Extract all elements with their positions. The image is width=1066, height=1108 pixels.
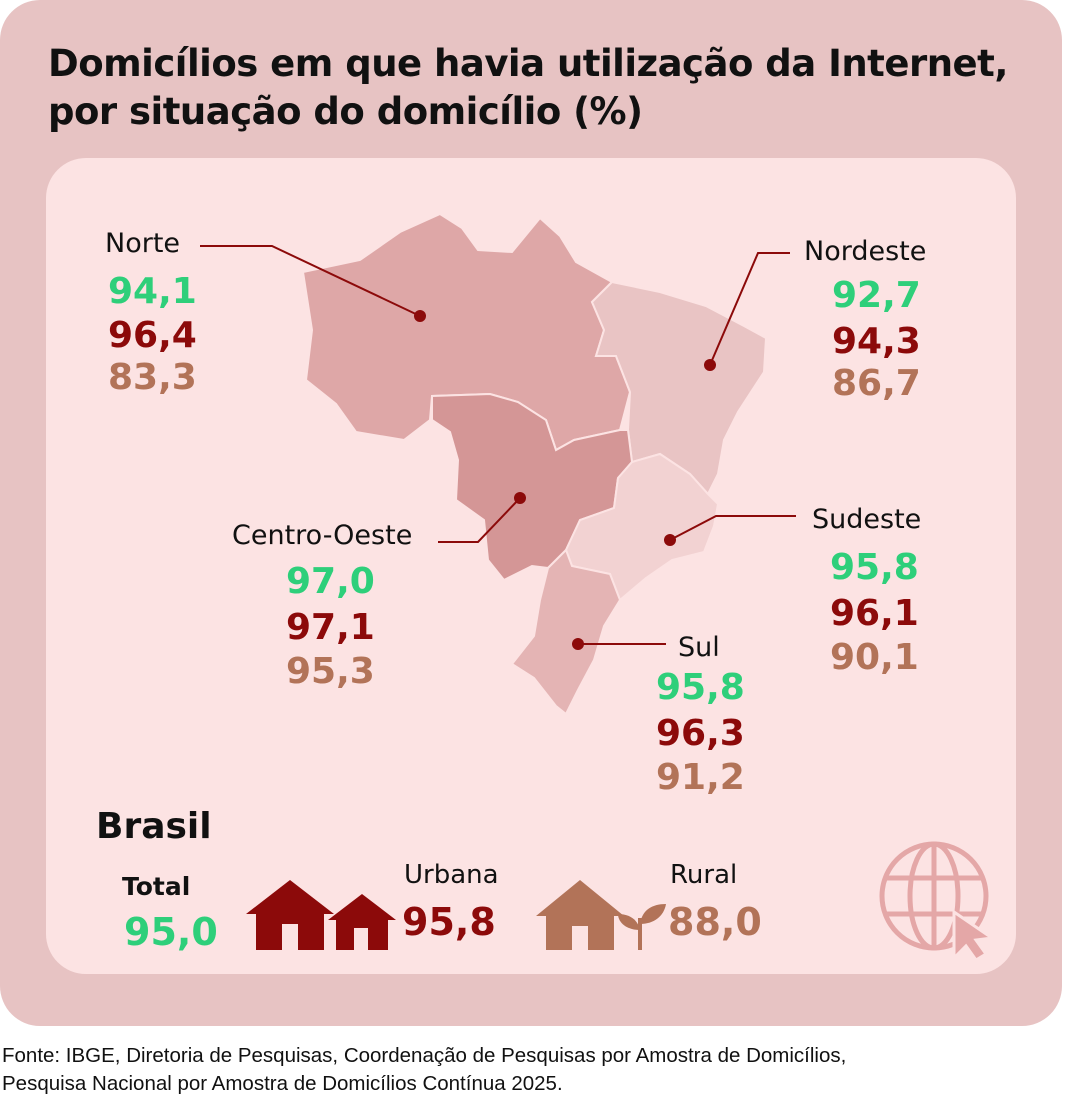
nordeste-total-value: 92,7 — [832, 275, 921, 316]
marker-dot-nordeste — [704, 359, 716, 371]
brasil-urbana-value: 95,8 — [402, 900, 496, 944]
sul-urbana-value: 96,3 — [656, 713, 745, 754]
marker-dot-norte — [414, 310, 426, 322]
marker-dot-centro-oeste — [514, 492, 526, 504]
two-houses-icon — [246, 880, 396, 950]
region-name-nordeste: Nordeste — [804, 236, 927, 267]
sul-total-value: 95,8 — [656, 667, 745, 708]
house-with-plant-icon — [536, 880, 666, 950]
norte-rural-value: 83,3 — [108, 357, 197, 398]
footer-line-2: Pesquisa Nacional por Amostra de Domicíl… — [2, 1072, 563, 1095]
centro-oeste-total-value: 97,0 — [286, 561, 375, 602]
nordeste-rural-value: 86,7 — [832, 363, 921, 404]
sudeste-total-value: 95,8 — [830, 547, 919, 588]
brasil-rural-value: 88,0 — [668, 900, 762, 944]
centro-oeste-rural-value: 95,3 — [286, 651, 375, 692]
sul-rural-value: 91,2 — [656, 757, 745, 798]
brasil-heading: Brasil — [96, 806, 212, 847]
urbana-label: Urbana — [404, 860, 499, 890]
sudeste-urbana-value: 96,1 — [830, 593, 919, 634]
brasil-total-value: 95,0 — [124, 910, 218, 954]
nordeste-urbana-value: 94,3 — [832, 321, 921, 362]
region-sudeste-shape — [564, 452, 720, 602]
centro-oeste-urbana-value: 97,1 — [286, 607, 375, 648]
marker-dot-sul — [572, 638, 584, 650]
region-name-sudeste: Sudeste — [812, 504, 922, 535]
footer-line-1: Fonte: IBGE, Diretoria de Pesquisas, Coo… — [2, 1044, 847, 1067]
region-name-norte: Norte — [105, 228, 181, 259]
leader-line-norte — [200, 245, 421, 317]
region-name-sul: Sul — [678, 632, 720, 663]
total-label: Total — [122, 872, 191, 901]
leader-line-sudeste — [669, 515, 796, 541]
rural-label: Rural — [670, 860, 738, 890]
title-line-1: Domicílios em que havia utilização da In… — [48, 42, 1008, 85]
norte-total-value: 94,1 — [108, 271, 197, 312]
globe-cursor-icon — [879, 841, 997, 962]
title-line-2: por situação do domicílio (%) — [48, 90, 643, 133]
source-footer: Fonte: IBGE, Diretoria de Pesquisas, Coo… — [2, 1042, 1062, 1098]
page-title: Domicílios em que havia utilização da In… — [48, 40, 1038, 136]
marker-dot-sudeste — [664, 534, 676, 546]
region-name-centro-oeste: Centro-Oeste — [232, 520, 413, 551]
leader-line-centro-oeste — [438, 497, 521, 543]
norte-urbana-value: 96,4 — [108, 315, 197, 356]
sudeste-rural-value: 90,1 — [830, 637, 919, 678]
leader-line-nordeste — [709, 252, 790, 366]
region-sul-shape — [510, 548, 622, 716]
